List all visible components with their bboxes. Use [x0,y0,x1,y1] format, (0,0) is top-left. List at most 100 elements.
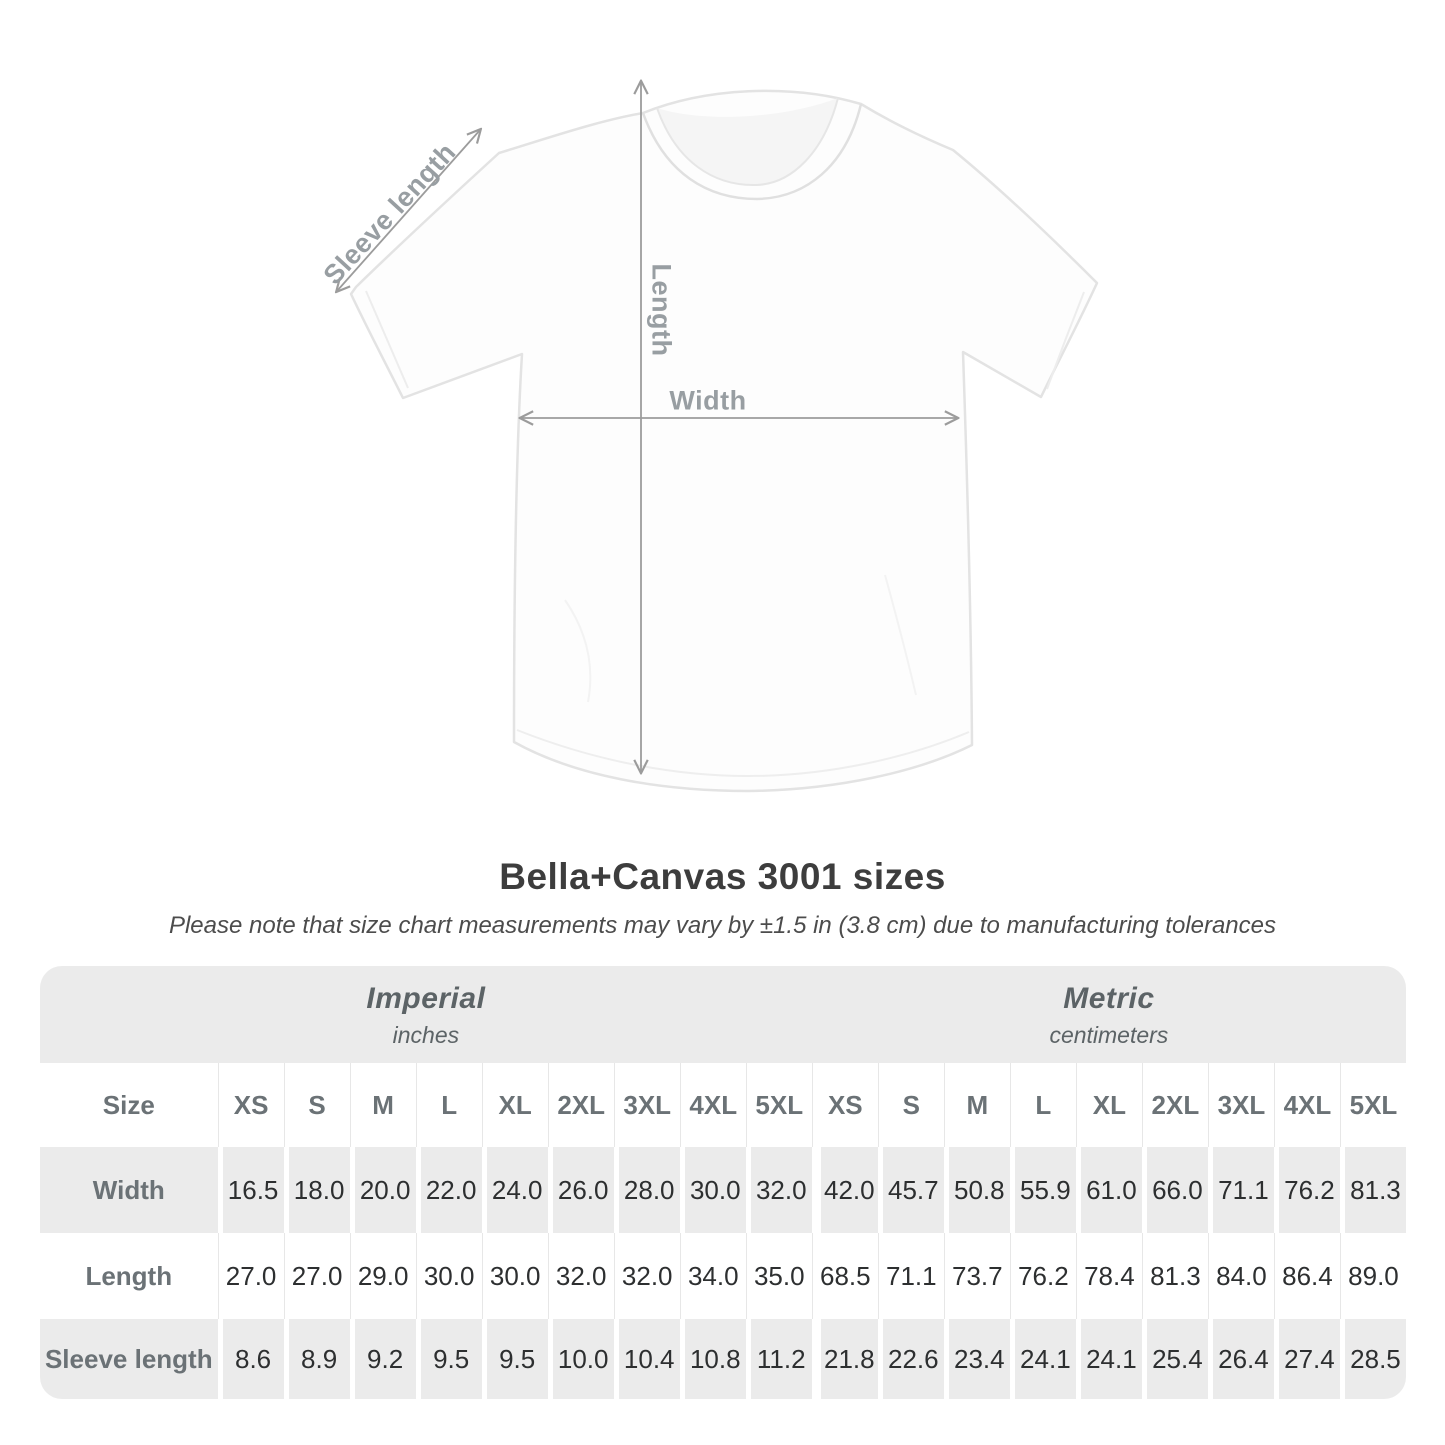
length-value-cell: 68.5 [811,1233,878,1319]
length-value-cell: 32.0 [613,1233,680,1319]
length-value-cell: 29.0 [349,1233,416,1319]
size-table: Imperial inches Metric centimeters Size … [40,966,1406,1399]
tshirt-image [0,0,1099,793]
length-value-cell: 30.0 [415,1233,482,1319]
width-row: Width 16.5 18.0 20.0 22.0 24.0 26.0 28.0 30.0 32… [40,1147,1406,1233]
sleeve-length-row: Sleeve length 8.6 8.9 9.2 9.5 9.5 10.0 10.4 10.… [40,1319,1406,1399]
sleeve-length-arrow [337,130,480,291]
length-value-cell: 81.3 [1141,1233,1208,1319]
length-value-cell: 32.0 [547,1233,614,1319]
width-value-cell: 20.0 [349,1147,416,1233]
size-header-cell: 3XL [613,1063,680,1147]
width-imperial-values: 16.5 18.0 20.0 22.0 24.0 26.0 28.0 30.0 32.0 [217,1147,812,1233]
sleeve-value-cell: 21.8 [811,1319,878,1399]
imperial-header-title: Imperial [366,982,486,1015]
length-value-cell: 35.0 [745,1233,812,1319]
tshirt-silhouette [349,89,1099,793]
width-value-cell: 26.0 [547,1147,614,1233]
size-header-cell: 5XL [745,1063,812,1147]
size-header-cell: 4XL [1273,1063,1340,1147]
sleeve-metric-values: 21.8 22.6 23.4 24.1 24.1 25.4 26.4 27.4 28.5 [811,1319,1406,1399]
size-header-cell: XS [811,1063,878,1147]
page-title: Bella+Canvas 3001 sizes [499,856,946,897]
sleeve-value-cell: 10.8 [679,1319,746,1399]
sleeve-value-cell: 25.4 [1141,1319,1208,1399]
sleeve-value-cell: 10.4 [613,1319,680,1399]
imperial-header-unit: inches [392,1022,460,1048]
metric-size-headers: XS S M L XL 2XL 3XL 4XL 5XL [811,1063,1406,1147]
length-row: Length 27.0 27.0 29.0 30.0 30.0 32.0 32.0 34.0 3… [40,1233,1406,1319]
width-metric-values: 42.0 45.7 50.8 55.9 61.0 66.0 71.1 76.2 81.3 [811,1147,1406,1233]
metric-header: Metric centimeters [812,966,1406,1063]
sleeve-value-cell: 9.5 [415,1319,482,1399]
size-header-cell: 2XL [547,1063,614,1147]
width-value-cell: 61.0 [1075,1147,1142,1233]
sleeve-value-cell: 10.0 [547,1319,614,1399]
sleeve-value-cell: 24.1 [1009,1319,1076,1399]
length-value-cell: 89.0 [1339,1233,1406,1319]
sleeve-value-cell: 28.5 [1339,1319,1406,1399]
width-value-cell: 50.8 [943,1147,1010,1233]
sleeve-value-cell: 26.4 [1207,1319,1274,1399]
metric-header-unit: centimeters [1049,1022,1169,1048]
sleeve-imperial-values: 8.6 8.9 9.2 9.5 9.5 10.0 10.4 10.8 11.2 [217,1319,812,1399]
length-imperial-values: 27.0 27.0 29.0 30.0 30.0 32.0 32.0 34.0 35.0 [217,1233,812,1319]
width-row-label: Width [40,1147,218,1233]
size-header-cell: 2XL [1141,1063,1208,1147]
width-value-cell: 66.0 [1141,1147,1208,1233]
size-header-cell: L [415,1063,482,1147]
length-value-cell: 86.4 [1273,1233,1340,1319]
width-value-cell: 18.0 [283,1147,350,1233]
length-value-cell: 76.2 [1009,1233,1076,1319]
sleeve-value-cell: 11.2 [745,1319,812,1399]
width-label: Width [669,385,747,416]
length-value-cell: 27.0 [283,1233,350,1319]
size-header-cell: XL [1075,1063,1142,1147]
imperial-size-headers: XS S M L XL 2XL 3XL 4XL 5XL [217,1063,812,1147]
sleeve-value-cell: 24.1 [1075,1319,1142,1399]
unit-group-header: Imperial inches Metric centimeters [40,966,1406,1063]
metric-header-title: Metric [1063,982,1155,1015]
length-value-cell: 84.0 [1207,1233,1274,1319]
sleeve-value-cell: 27.4 [1273,1319,1340,1399]
sleeve-value-cell: 8.6 [217,1319,284,1399]
length-value-cell: 71.1 [877,1233,944,1319]
size-header-cell: 3XL [1207,1063,1274,1147]
length-value-cell: 34.0 [679,1233,746,1319]
size-header-cell: M [943,1063,1010,1147]
tolerance-note: Please note that size chart measurements… [168,912,1277,939]
imperial-header: Imperial inches [40,966,812,1063]
size-header-cell: XS [217,1063,284,1147]
size-header-cell: S [877,1063,944,1147]
width-value-cell: 30.0 [679,1147,746,1233]
length-value-cell: 27.0 [217,1233,284,1319]
tshirt-measurement-diagram: Sleeve length Length Width [0,0,1099,793]
width-value-cell: 28.0 [613,1147,680,1233]
width-value-cell: 81.3 [1339,1147,1406,1233]
length-value-cell: 30.0 [481,1233,548,1319]
width-value-cell: 55.9 [1009,1147,1076,1233]
size-header-cell: XL [481,1063,548,1147]
sleeve-value-cell: 22.6 [877,1319,944,1399]
width-value-cell: 71.1 [1207,1147,1274,1233]
sleeve-value-cell: 9.2 [349,1319,416,1399]
width-value-cell: 24.0 [481,1147,548,1233]
width-value-cell: 32.0 [745,1147,812,1233]
size-header-cell: 4XL [679,1063,746,1147]
sleeve-value-cell: 8.9 [283,1319,350,1399]
width-value-cell: 22.0 [415,1147,482,1233]
length-value-cell: 78.4 [1075,1233,1142,1319]
width-value-cell: 16.5 [217,1147,284,1233]
size-header-cell: M [349,1063,416,1147]
length-label: Length [646,263,677,357]
size-header-cell: L [1009,1063,1076,1147]
size-header-row: Size XS S M L XL 2XL 3XL 4XL 5XL XS S M L XL 2XL 3XL 4X… [40,1063,1406,1147]
size-header-cell: S [283,1063,350,1147]
width-value-cell: 45.7 [877,1147,944,1233]
length-metric-values: 68.5 71.1 73.7 76.2 78.4 81.3 84.0 86.4 89.0 [811,1233,1406,1319]
length-value-cell: 73.7 [943,1233,1010,1319]
sleeve-value-cell: 9.5 [481,1319,548,1399]
width-value-cell: 42.0 [811,1147,878,1233]
width-value-cell: 76.2 [1273,1147,1340,1233]
